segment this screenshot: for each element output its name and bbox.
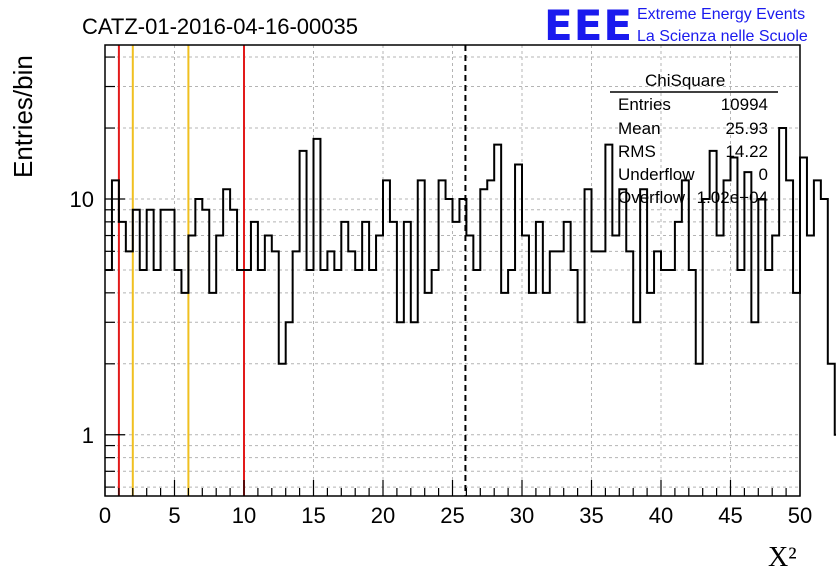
stats-label: Entries: [618, 95, 671, 114]
y-tick-label: 10: [70, 187, 94, 212]
y-axis-label: Entries/bin: [8, 55, 38, 178]
y-tick-label: 1: [82, 423, 94, 448]
tick-labels: 0 5 10 15 20 25 30 35 40 45 50 1 10: [70, 187, 813, 528]
stats-value: 0: [759, 165, 768, 184]
x-tick-label: 5: [168, 503, 180, 528]
histogram-step-line: [105, 127, 836, 436]
chart-title: CATZ-01-2016-04-16-00035: [82, 14, 358, 39]
x-tick-label: 40: [649, 503, 673, 528]
x-tick-label: 35: [579, 503, 603, 528]
x-tick-label: 15: [301, 503, 325, 528]
x-tick-label: 0: [99, 503, 111, 528]
grid: [105, 45, 800, 496]
x-tick-label: 30: [510, 503, 534, 528]
stats-label: Mean: [618, 119, 661, 138]
brand-line-1: Extreme Energy Events: [637, 6, 805, 23]
axis-ticks: [104, 56, 801, 496]
brand-line-2: La Scienza nelle Scuole: [637, 28, 808, 45]
stats-title: ChiSquare: [645, 71, 725, 90]
x-tick-label: 50: [788, 503, 812, 528]
stats-value: 1.02e+04: [697, 188, 768, 207]
x-tick-label: 10: [232, 503, 256, 528]
x-tick-label: 25: [440, 503, 464, 528]
stats-label: RMS: [618, 142, 656, 161]
stats-value: 10994: [721, 95, 768, 114]
stats-label: Overflow: [618, 188, 686, 207]
stats-label: Underflow: [618, 165, 695, 184]
stats-value: 25.93: [725, 119, 768, 138]
stats-box: ChiSquare Entries 10994 Mean 25.93 RMS 1…: [610, 71, 778, 207]
stats-value: 14.22: [725, 142, 768, 161]
x-tick-label: 45: [718, 503, 742, 528]
histogram-series: [105, 127, 836, 436]
x-tick-label: 20: [371, 503, 395, 528]
eee-logo: EEE: [544, 1, 633, 50]
x-axis-label: X²: [768, 542, 797, 572]
